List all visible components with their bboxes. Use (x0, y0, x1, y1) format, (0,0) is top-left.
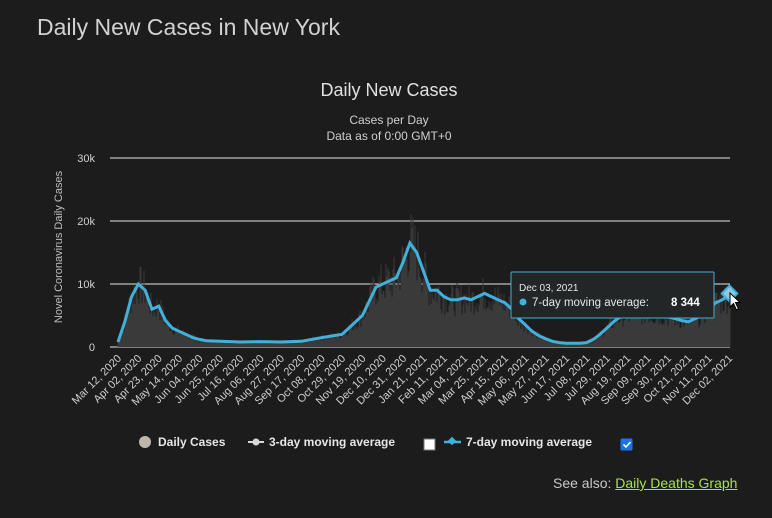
legend-label-daily-cases: Daily Cases (158, 435, 226, 449)
tooltip: Dec 03, 2021 7-day moving average: 8 344 (510, 271, 715, 319)
mouse-cursor-icon (729, 292, 742, 311)
y-tick-label: 0 (89, 342, 95, 354)
y-tick-label: 10k (77, 279, 95, 291)
tooltip-box (510, 271, 715, 319)
checkbox-3-day[interactable] (423, 438, 436, 451)
chart-subtitle: Cases per Day (349, 113, 428, 127)
legend-label-3-day: 3-day moving average (269, 435, 395, 449)
y-axis-label: Novel Coronavirus Daily Cases (53, 170, 65, 323)
chart-svg: Daily New Cases Cases per Day Data as of… (53, 80, 739, 451)
line-dot-marker-icon (252, 438, 260, 446)
y-ticks: 0 10k 20k 30k (77, 153, 95, 354)
chart-subtitle-2: Data as of 0:00 GMT+0 (326, 129, 451, 143)
tooltip-series-name: 7-day moving average: (532, 297, 649, 309)
chart-title: Daily New Cases (320, 80, 457, 100)
legend-item-daily-cases[interactable]: Daily Cases (139, 435, 226, 449)
daily-deaths-graph-link[interactable]: Daily Deaths Graph (615, 475, 738, 491)
y-tick-label: 30k (77, 153, 95, 165)
see-also: See also: Daily Deaths Graph (553, 475, 737, 491)
checkmark-icon (622, 441, 632, 449)
see-also-prefix: See also: (553, 475, 612, 491)
y-tick-label: 20k (77, 216, 95, 228)
tooltip-value: 8 344 (671, 297, 700, 309)
line-diamond-marker-icon (447, 436, 457, 446)
legend-item-3-day[interactable]: 3-day moving average (248, 435, 436, 451)
legend-item-7-day[interactable]: 7-day moving average (444, 435, 633, 451)
checkbox-7-day[interactable] (620, 438, 633, 451)
legend-label-7-day: 7-day moving average (466, 435, 592, 449)
page-title: Daily New Cases in New York (37, 14, 340, 40)
tooltip-date: Dec 03, 2021 (519, 283, 579, 294)
circle-marker-icon (139, 436, 151, 448)
tooltip-series-dot (519, 298, 527, 306)
legend: Daily Cases 3-day moving average 7-day m… (139, 435, 633, 451)
